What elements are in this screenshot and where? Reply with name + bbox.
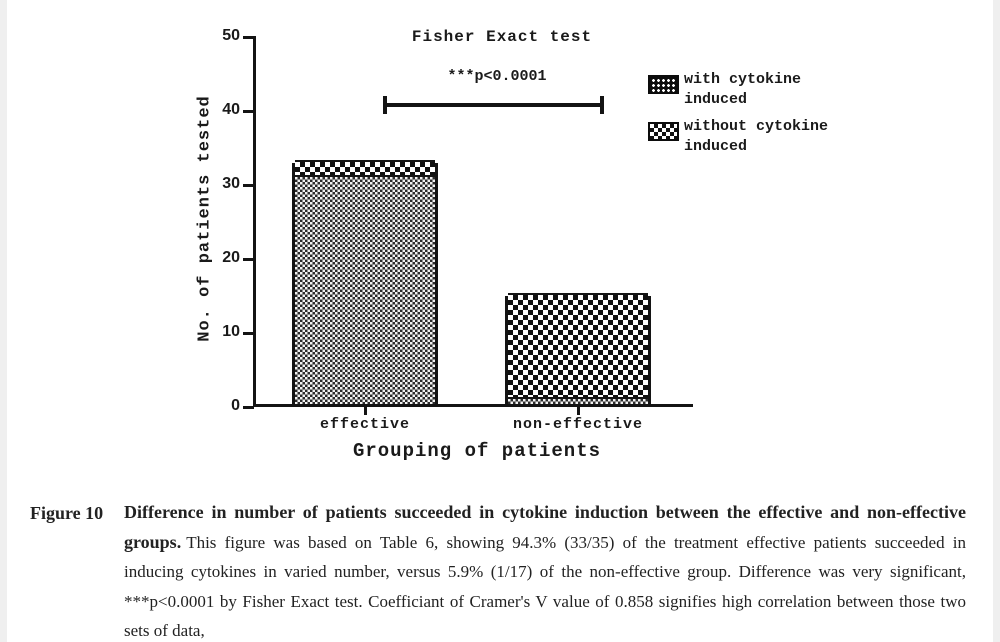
legend-label: without cytokine induced (684, 118, 829, 155)
caption-regular-text: This figure was based on Table 6, showin… (124, 532, 966, 641)
scan-edge-right (993, 0, 1000, 642)
y-tick-label: 10 (222, 323, 240, 340)
y-tick-mark (243, 331, 254, 335)
bar-segment (508, 293, 648, 397)
x-axis-title: Grouping of patients (352, 440, 602, 462)
bar-effective (292, 159, 438, 407)
y-tick-label: 20 (222, 249, 240, 266)
chart-legend: with cytokine induced without cytokine in… (648, 70, 838, 164)
bar-segment (508, 396, 648, 404)
figure-label: Figure 10 (30, 503, 104, 523)
y-axis-line (253, 36, 256, 407)
bar-segment (295, 159, 435, 175)
x-category-label-non-effective: non-effective (512, 416, 644, 433)
caption-bold-text: Difference in number of patients succeed… (124, 502, 966, 552)
legend-swatch (648, 75, 679, 94)
significance-bracket (383, 96, 604, 114)
x-tick-mark (363, 404, 367, 415)
significance-label: ***p<0.0001 (447, 68, 547, 85)
x-axis-line (253, 404, 693, 407)
y-tick-mark (243, 405, 254, 409)
scan-edge-left (0, 0, 7, 642)
y-tick-mark (243, 35, 254, 39)
figure-caption: Figure 10 Difference in number of patien… (0, 498, 1000, 642)
y-tick-mark (243, 109, 254, 113)
legend-item: with cytokine induced (648, 70, 838, 110)
y-tick-label: 30 (222, 175, 240, 192)
bar-segment (295, 174, 435, 404)
x-tick-mark (576, 404, 580, 415)
y-tick-label: 0 (231, 397, 240, 414)
legend-item: without cytokine induced (648, 117, 838, 157)
legend-swatch (648, 122, 679, 141)
figure-caption-text: Difference in number of patients succeed… (124, 498, 966, 642)
bar-non-effective (505, 293, 651, 407)
y-tick-mark (243, 183, 254, 187)
bar-chart: Fisher Exact test ***p<0.0001 No. of pat… (196, 27, 838, 462)
legend-label: with cytokine induced (684, 71, 802, 108)
y-tick-mark (243, 257, 254, 261)
y-tick-label: 40 (222, 101, 240, 118)
chart-title: Fisher Exact test (411, 28, 593, 46)
x-category-label-effective: effective (319, 416, 410, 433)
y-tick-label: 50 (222, 27, 240, 44)
